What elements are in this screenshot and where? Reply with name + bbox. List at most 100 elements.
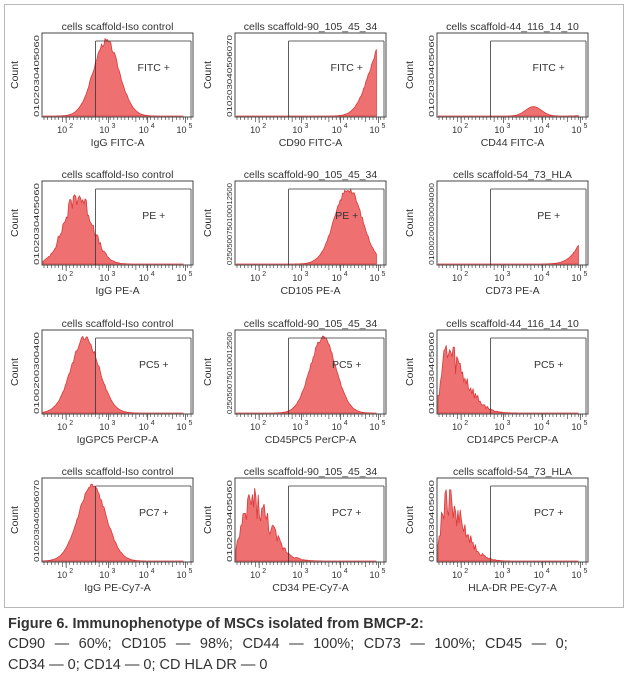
y-axis-label: Count [202, 61, 214, 89]
gate-label: PE + [537, 210, 560, 222]
panel-title: cells scaffold-90_105_45_34 [244, 466, 378, 478]
histogram-panel: cells scaffold-Iso control PC7 + Count 0102… [9, 466, 194, 594]
x-tick-label: 10 [494, 273, 504, 283]
x-tick-label: 10 [250, 422, 260, 432]
x-tick-exponent: 4 [546, 271, 550, 278]
x-tick-label: 10 [571, 125, 581, 135]
y-tick-labels: 0102030405060 [34, 35, 41, 117]
x-axis-label: CD14PC5 PerCP-A [467, 434, 559, 446]
histogram-panel: cells scaffold-90_105_45_34 PE + Count 0250… [202, 169, 387, 297]
x-tick-label: 10 [99, 273, 109, 283]
x-tick-exponent: 2 [464, 420, 468, 427]
x-tick-label: 10 [369, 422, 379, 432]
x-tick-exponent: 5 [188, 568, 192, 575]
x-tick-exponent: 4 [151, 271, 155, 278]
figure-caption-line-2: CD34 — 0; CD14 — 0; CD HLA DR — 0 [8, 657, 268, 673]
x-axis-label: IgG PE-Cy7-A [84, 582, 151, 594]
x-axis-label: IgGPC5 PerCP-A [77, 434, 159, 446]
y-axis-label: Count [404, 61, 416, 89]
x-tick-exponent: 2 [262, 568, 266, 575]
x-axis-label: IgG FITC-A [91, 137, 145, 149]
x-tick-label: 10 [139, 570, 149, 580]
x-tick-exponent: 4 [151, 123, 155, 130]
x-tick-exponent: 4 [546, 568, 550, 575]
histogram-panel: cells scaffold-44_116_14_10 FITC + Count 01… [404, 21, 589, 149]
x-tick-label: 10 [452, 422, 462, 432]
x-tick-exponent: 4 [151, 568, 155, 575]
panel-title: cells scaffold-44_116_14_10 [446, 318, 579, 330]
x-tick-exponent: 3 [111, 271, 115, 278]
panel-title: cells scaffold-Iso control [62, 318, 174, 330]
y-tick-labels: 0100200300400 [34, 332, 41, 414]
x-tick-label: 10 [57, 570, 67, 580]
gate-label: PE + [142, 210, 165, 222]
x-tick-exponent: 3 [304, 271, 308, 278]
x-tick-label: 10 [292, 570, 302, 580]
histogram-panel: cells scaffold-Iso control PE + Count 01020… [9, 169, 194, 297]
histogram-fill [42, 194, 184, 265]
y-axis-label: Count [9, 61, 21, 89]
gate-label: PC7 + [332, 507, 361, 519]
x-tick-label: 10 [176, 273, 186, 283]
y-axis-label: Count [202, 358, 214, 386]
x-tick-label: 10 [452, 125, 462, 135]
histogram-fill [236, 335, 377, 414]
panel-title: cells scaffold-Iso control [62, 466, 174, 478]
x-tick-label: 10 [139, 422, 149, 432]
histogram-panel: cells scaffold-Iso control FITC + Count 010… [9, 21, 194, 149]
histogram-panel: cells scaffold-90_105_45_34 PC7 + Count 010… [202, 466, 387, 594]
x-tick-label: 10 [494, 422, 504, 432]
x-tick-label: 10 [292, 422, 302, 432]
x-tick-exponent: 5 [381, 568, 385, 575]
histogram-panel: cells scaffold-90_105_45_34 FITC + Count 01… [202, 21, 387, 149]
y-axis-label: Count [404, 358, 416, 386]
x-tick-label: 10 [57, 273, 67, 283]
x-tick-label: 10 [494, 125, 504, 135]
panel-title: cells scaffold-90_105_45_34 [244, 169, 378, 181]
x-tick-label: 10 [534, 422, 544, 432]
y-tick-labels: 0250500750100012500 [227, 183, 234, 265]
x-tick-label: 10 [176, 125, 186, 135]
x-axis-label: CD34 PE-Cy7-A [272, 582, 348, 594]
histogram-panel: cells scaffold-Iso control PC5 + Count 0100… [9, 318, 194, 446]
figure-caption-line-1: CD90 — 60%; CD105 — 98%; CD44 — 100%; CD… [8, 636, 568, 652]
y-tick-labels: 0102030405060 [429, 35, 436, 117]
x-tick-label: 10 [99, 422, 109, 432]
gate-label: FITC + [533, 62, 565, 74]
x-tick-exponent: 3 [506, 123, 510, 130]
x-tick-exponent: 5 [188, 420, 192, 427]
x-tick-label: 10 [250, 125, 260, 135]
x-tick-label: 10 [176, 570, 186, 580]
x-axis-label: IgG PE-A [95, 285, 139, 297]
x-tick-exponent: 2 [464, 123, 468, 130]
x-tick-label: 10 [534, 125, 544, 135]
x-tick-exponent: 4 [151, 420, 155, 427]
x-tick-label: 10 [292, 273, 302, 283]
histogram-fill [43, 37, 184, 117]
histogram-fill [42, 483, 184, 562]
y-axis-label: Count [404, 506, 416, 534]
x-tick-exponent: 4 [344, 271, 348, 278]
x-tick-label: 10 [332, 273, 342, 283]
x-tick-exponent: 3 [304, 123, 308, 130]
x-tick-label: 10 [332, 570, 342, 580]
panel-title: cells scaffold-Iso control [62, 21, 174, 33]
panel-title: cells scaffold-44_116_14_10 [446, 21, 579, 33]
x-tick-exponent: 5 [583, 271, 587, 278]
x-tick-exponent: 3 [111, 123, 115, 130]
x-tick-exponent: 4 [546, 420, 550, 427]
x-tick-exponent: 2 [262, 123, 266, 130]
x-tick-exponent: 4 [344, 123, 348, 130]
figure-frame [4, 4, 624, 608]
gate-label: FITC + [138, 62, 170, 74]
x-tick-exponent: 5 [188, 123, 192, 130]
x-tick-exponent: 2 [464, 568, 468, 575]
x-tick-exponent: 3 [506, 271, 510, 278]
y-axis-label: Count [404, 209, 416, 237]
panel-title: cells scaffold-90_105_45_34 [244, 318, 378, 330]
histogram-fill [437, 488, 579, 562]
x-tick-label: 10 [534, 570, 544, 580]
x-axis-label: CD90 FITC-A [279, 137, 343, 149]
x-tick-exponent: 3 [304, 568, 308, 575]
x-tick-exponent: 3 [506, 420, 510, 427]
